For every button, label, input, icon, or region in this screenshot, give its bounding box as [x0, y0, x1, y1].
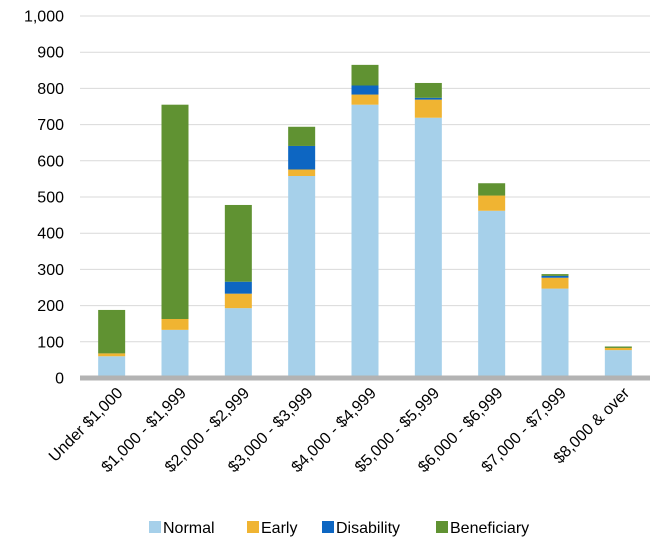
- bar-segment-beneficiary: [414, 82, 442, 98]
- bar-segment-normal: [98, 356, 126, 378]
- bar-segment-beneficiary: [161, 104, 189, 319]
- legend: Normal Early Disability Beneficiary: [149, 520, 529, 537]
- legend-label: Beneficiary: [450, 520, 529, 537]
- y-tick-label: 900: [37, 45, 64, 62]
- bar-segment-early: [604, 347, 632, 351]
- bar-segment-disability: [351, 85, 379, 95]
- bar-segment-normal: [478, 210, 506, 378]
- legend-label: Disability: [336, 520, 400, 537]
- legend-swatch-early: [247, 521, 259, 533]
- y-axis-tick-labels: 0 100 200 300 400 500 600 700 800 900 1,000: [24, 9, 64, 388]
- bar-segment-early: [224, 293, 252, 309]
- bar-segment-disability: [414, 97, 442, 100]
- bar-segment-early: [541, 277, 569, 289]
- bar-segment-normal: [351, 104, 379, 378]
- y-tick-label: 500: [37, 190, 64, 207]
- legend-swatch-normal: [149, 521, 161, 533]
- bar-segment-beneficiary: [288, 126, 316, 146]
- bar-segment-normal: [288, 176, 316, 378]
- bar-segment-normal: [224, 308, 252, 378]
- bar-segment-early: [288, 169, 316, 177]
- bar-segment-normal: [541, 288, 569, 378]
- bar-segment-normal: [414, 117, 442, 379]
- bar-segment-disability: [288, 145, 316, 170]
- bar-segment-beneficiary: [224, 204, 252, 282]
- bars: [98, 64, 632, 379]
- legend-label: Early: [261, 520, 297, 537]
- legend-label: Normal: [163, 520, 215, 537]
- bar-segment-beneficiary: [351, 64, 379, 86]
- bar-segment-beneficiary: [98, 309, 126, 354]
- bar-segment-beneficiary: [604, 346, 632, 348]
- bar-segment-early: [351, 94, 379, 105]
- bar-segment-early: [98, 353, 126, 357]
- y-tick-label: 700: [37, 117, 64, 134]
- y-tick-label: 300: [37, 262, 64, 279]
- y-tick-label: 1,000: [24, 9, 64, 26]
- bar-segment-early: [414, 99, 442, 118]
- y-tick-label: 0: [55, 371, 64, 388]
- y-tick-label: 200: [37, 298, 64, 315]
- bar-segment-disability: [224, 281, 252, 294]
- bar-segment-normal: [604, 350, 632, 378]
- y-tick-label: 100: [37, 334, 64, 351]
- y-tick-label: 600: [37, 153, 64, 170]
- legend-swatch-beneficiary: [436, 521, 448, 533]
- bar-segment-early: [478, 195, 506, 211]
- bar-segment-beneficiary: [541, 274, 569, 276]
- legend-swatch-disability: [322, 521, 334, 533]
- bar-segment-early: [161, 318, 189, 330]
- y-tick-label: 800: [37, 81, 64, 98]
- x-axis-category-labels: Under $1,000$1,000 - $1,999$2,000 - $2,9…: [46, 384, 634, 476]
- bar-segment-disability: [541, 275, 569, 278]
- bar-segment-normal: [161, 329, 189, 378]
- bar-segment-beneficiary: [478, 183, 506, 196]
- y-tick-label: 400: [37, 226, 64, 243]
